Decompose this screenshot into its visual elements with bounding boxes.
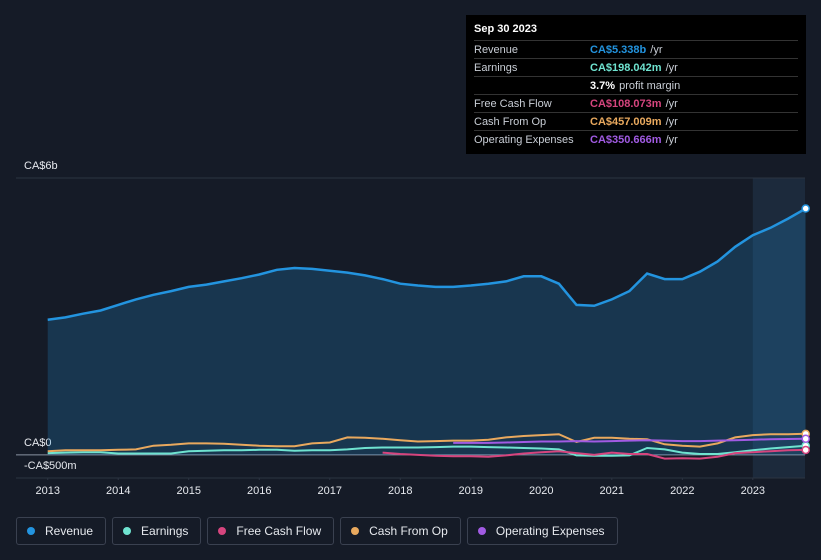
tooltip-unit: /yr (665, 115, 678, 128)
legend-label: Operating Expenses (495, 524, 605, 538)
tooltip-row: Revenue CA$5.338b/yr (474, 40, 798, 58)
x-tick-label: 2018 (388, 485, 412, 497)
tooltip-label: Revenue (474, 43, 519, 56)
tooltip-row: Free Cash Flow CA$108.073m/yr (474, 94, 798, 112)
revenue-area (47, 208, 806, 455)
legend-item[interactable]: Cash From Op (340, 517, 461, 545)
legend-dot (477, 527, 486, 535)
tooltip-label: Operating Expenses (474, 133, 574, 146)
x-tick-label: 2022 (670, 485, 694, 497)
highlight-region (752, 178, 805, 478)
chart: CA$6b CA$0 -CA$500m 2013 2014 2015 2016 2017 201… (16, 160, 810, 497)
series-line (47, 444, 806, 457)
tooltip-date: Sep 30 2023 (474, 23, 537, 35)
tooltip-value: 3.7% (590, 79, 616, 92)
tooltip-value: CA$457.009m (590, 115, 662, 128)
x-tick-label: 2023 (741, 485, 765, 497)
y-tick-label: CA$0 (24, 437, 52, 449)
legend-dot (27, 527, 35, 535)
series-line (47, 432, 806, 453)
tooltip-row: Earnings CA$198.042m/yr (474, 58, 798, 76)
series-line (453, 437, 806, 444)
tooltip-value: CA$5.338b (590, 43, 647, 56)
end-dot (801, 445, 810, 455)
tooltip-value: CA$108.073m (590, 97, 662, 110)
end-dot (801, 434, 810, 443)
tooltip-unit: profit margin (619, 79, 681, 92)
legend-label: Earnings (141, 524, 189, 538)
legend-dot (123, 527, 132, 535)
legend-item[interactable]: Revenue (16, 517, 107, 545)
x-tick-label: 2019 (459, 485, 483, 497)
tooltip: Sep 30 2023 Revenue CA$5.338b/yr Earnings C… (466, 15, 806, 154)
tooltip-label: Free Cash Flow (474, 97, 552, 110)
legend-label: Free Cash Flow (236, 524, 322, 538)
x-tick-label: 2020 (529, 485, 553, 497)
tooltip-unit: /yr (665, 61, 678, 74)
tooltip-label: Earnings (474, 61, 518, 74)
x-tick-label: 2013 (35, 485, 59, 497)
tooltip-row: Cash From Op CA$457.009m/yr (474, 112, 798, 130)
tooltip-unit: /yr (665, 133, 678, 146)
tooltip-label: Cash From Op (474, 115, 547, 128)
legend-item[interactable]: Earnings (112, 517, 202, 545)
series-line (47, 207, 807, 321)
tooltip-unit: /yr (665, 97, 678, 110)
x-tick-label: 2017 (318, 485, 342, 497)
legend: Revenue Earnings Free Cash Flow Cash From O… (16, 517, 618, 545)
x-tick-label: 2015 (177, 485, 201, 497)
x-tick-label: 2014 (106, 485, 130, 497)
series-line (382, 448, 806, 460)
x-tick-label: 2021 (600, 485, 624, 497)
y-tick-label: -CA$500m (24, 460, 77, 472)
legend-item[interactable]: Operating Expenses (466, 517, 618, 545)
legend-dot (351, 527, 360, 535)
tooltip-row: Operating Expenses CA$350.666m/yr (474, 130, 798, 148)
tooltip-value: CA$350.666m (590, 133, 662, 146)
x-tick-label: 2016 (247, 485, 271, 497)
end-dot (801, 204, 810, 213)
tooltip-unit: /yr (650, 43, 663, 56)
legend-label: Revenue (45, 524, 94, 538)
tooltip-row: 3.7% profit margin (474, 76, 798, 94)
tooltip-value: CA$198.042m (590, 61, 662, 74)
y-tick-label: CA$6b (24, 160, 58, 172)
legend-label: Cash From Op (369, 524, 448, 538)
legend-item[interactable]: Free Cash Flow (207, 517, 335, 545)
legend-dot (218, 527, 227, 535)
